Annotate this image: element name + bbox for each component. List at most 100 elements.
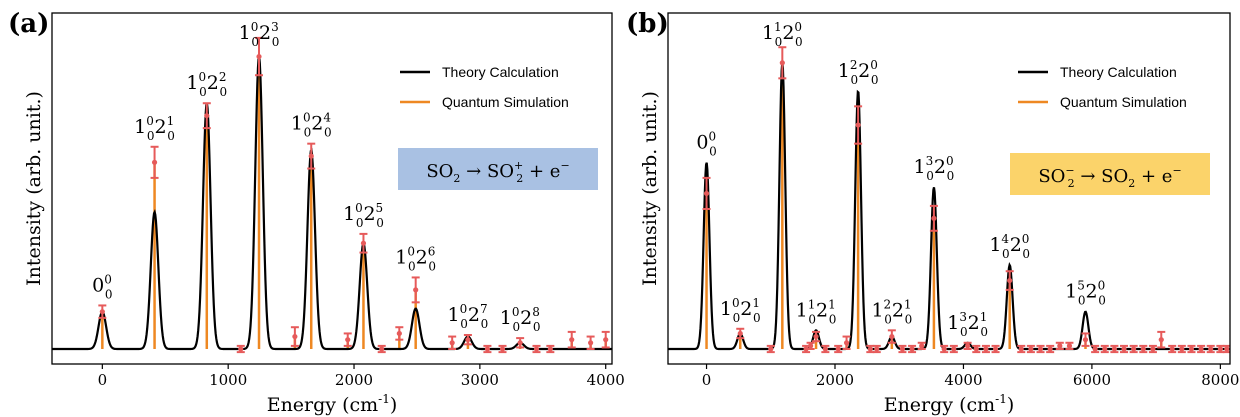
quantum-point [779,60,785,66]
quantum-noise-point [768,346,774,352]
peak-label: 15 020 0 [1065,279,1106,308]
quantum-noise-point [1188,346,1195,352]
quantum-point [151,159,158,165]
quantum-noise-point [1179,346,1185,352]
y-axis-title: Intensity (arb. unit.) [639,91,661,286]
quantum-noise-point [1111,346,1117,352]
axes-frame [667,12,1231,365]
quantum-point [703,190,710,197]
x-tick-label: 3000 [461,371,499,389]
x-tick-label: 2000 [335,371,373,389]
quantum-point [931,215,937,221]
peak-label: 14 020 0 [989,232,1030,261]
quantum-noise-point [973,346,979,352]
quantum-noise-point [499,346,506,352]
reaction-box [398,148,598,190]
panel-label: (b) [626,9,669,39]
quantum-noise-point [992,346,999,352]
quantum-noise-point [1102,346,1108,352]
quantum-noise-point [533,346,540,352]
quantum-noise-point [835,346,841,352]
peak-label: 10 021 0 [134,114,175,143]
quantum-noise-point [238,346,244,352]
quantum-point [1007,277,1013,284]
quantum-noise-point [1047,346,1053,352]
quantum-noise-point [843,340,850,346]
peak-label: 10 028 0 [500,305,541,334]
quantum-noise-point [1037,346,1044,352]
peak-label: 10 022 0 [186,70,227,99]
peak-label: 00 0 [696,129,716,158]
quantum-noise-point [822,346,828,352]
quantum-noise-point [547,346,553,352]
quantum-noise-point [874,346,880,352]
quantum-noise-point [1028,346,1034,352]
quantum-noise-point [1140,346,1146,352]
peak-label: 12 020 0 [838,58,879,87]
quantum-noise-point [1150,346,1156,352]
peak-label: 11 020 0 [762,20,803,49]
quantum-noise-point [1066,343,1073,349]
quantum-point [965,343,971,349]
peak-label: 12 021 0 [871,297,912,326]
theory-curve [668,62,1230,351]
legend-entry: Theory Calculation [442,64,559,80]
x-tick-label: 2000 [816,371,854,389]
quantum-point [517,340,523,346]
chart-panel-a: 0 1000 2000 3000 4000 Energy (cm-1) Intensity … [8,9,625,416]
quantum-noise-point [919,343,925,349]
y-axis-title: Intensity (arb. unit.) [23,91,45,286]
quantum-noise-point [899,346,906,352]
peak-label: 10 021 0 [720,296,761,325]
quantum-point [737,330,743,337]
panel-label: (a) [8,9,49,39]
x-tick-label: 1000 [209,371,247,389]
x-axis-title: Energy (cm-1) [267,392,398,416]
legend: Theory Calculation Quantum Simulation [400,64,569,110]
chart-panel-b: 0 2000 4000 6000 8000 Energy (cm-1) Intensity … [626,9,1239,416]
quantum-point [855,122,861,128]
quantum-noise-point [1208,346,1214,352]
peak-label: 10 023 0 [239,20,280,49]
peak-label: 10 024 0 [291,111,332,140]
quantum-noise-point [909,346,915,352]
reaction-equation: SO− 2 → SO2 + e− [1038,164,1181,190]
quantum-noise-point [1131,346,1137,352]
x-tick-label: 0 [702,371,712,389]
quantum-noise-point [569,337,575,343]
quantum-noise-point [1217,346,1223,352]
quantum-noise-point [588,340,594,346]
quantum-noise-point [1092,346,1098,352]
quantum-noise-point [603,337,609,343]
quantum-noise-point [379,346,385,352]
axes-frame [51,12,613,365]
plot-area [52,36,612,354]
quantum-noise-point [292,333,298,340]
quantum-noise-point [983,346,989,352]
peak-label: 11 021 0 [796,297,837,326]
peak-label: 10 025 0 [343,201,384,230]
peak-label: 10 027 0 [448,302,489,331]
quantum-noise-point [1198,346,1204,352]
legend: Theory Calculation Quantum Simulation [1018,64,1187,110]
legend-entry: Quantum Simulation [1060,94,1187,110]
quantum-noise-point [951,346,957,352]
quantum-noise-point [1018,346,1024,352]
x-tick-label: 8000 [1201,371,1239,389]
peak-label: 00 0 [92,272,112,301]
quantum-noise-point [941,346,947,352]
peak-label: 13 021 0 [947,310,988,339]
quantum-point [813,333,819,340]
peak-label: 10 026 0 [395,244,436,273]
quantum-point [413,287,419,293]
quantum-point [99,309,105,315]
x-tick-label: 4000 [944,371,982,389]
quantum-noise-point [449,340,455,346]
quantum-point [889,333,895,340]
quantum-point [308,153,314,159]
reaction-equation: SO2 → SO+ 2 + e− [426,159,569,185]
quantum-point [256,53,262,60]
quantum-noise-point [1169,346,1175,352]
x-tick-label: 6000 [1073,371,1111,389]
